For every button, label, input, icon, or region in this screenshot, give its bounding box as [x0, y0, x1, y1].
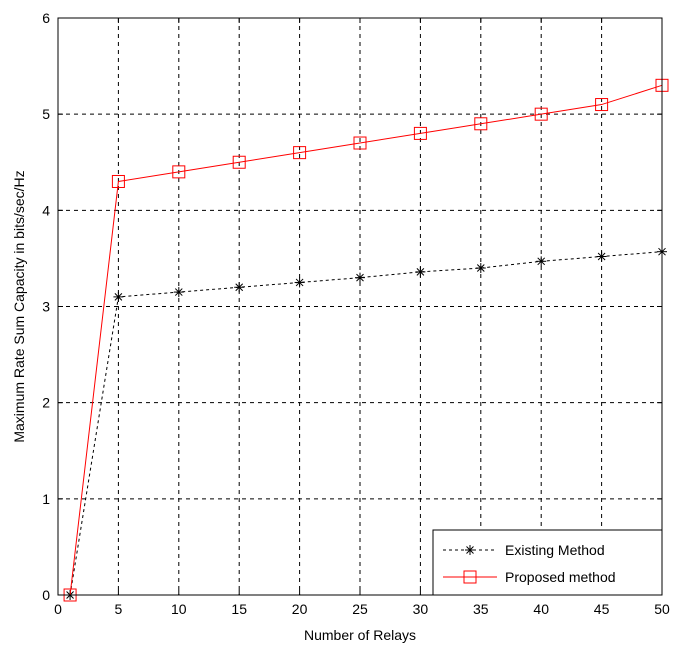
- legend: Existing Method Proposed method: [432, 529, 663, 596]
- data-point: [234, 282, 245, 293]
- x-tick-label: 50: [654, 601, 670, 617]
- data-point: [232, 155, 246, 169]
- series-line: [69, 84, 663, 596]
- data-point: [474, 117, 488, 131]
- x-tick-label: 20: [292, 601, 308, 617]
- data-point: [536, 256, 547, 267]
- x-axis-label: Number of Relays: [304, 627, 416, 643]
- data-point: [113, 291, 124, 302]
- data-point: [294, 277, 305, 288]
- x-tick-label: 0: [54, 601, 62, 617]
- data-point: [355, 272, 365, 283]
- x-tick-label: 10: [171, 601, 187, 617]
- data-point: [353, 136, 367, 150]
- data-point: [415, 266, 426, 277]
- y-tick-label: 3: [42, 299, 50, 315]
- series-2: [63, 78, 669, 602]
- x-tick-label: 35: [473, 601, 489, 617]
- y-tick-label: 1: [42, 491, 50, 507]
- data-point: [172, 165, 186, 179]
- y-tick-label: 0: [42, 587, 50, 603]
- legend-item: Proposed method: [443, 569, 616, 585]
- data-point: [413, 126, 427, 140]
- data-point: [595, 98, 609, 112]
- series-layer: [63, 78, 669, 602]
- y-tick-label: 5: [42, 106, 50, 122]
- legend-label: Proposed method: [505, 569, 616, 585]
- series-line: [69, 251, 663, 596]
- y-tick-label: 2: [42, 395, 50, 411]
- y-tick-label: 4: [42, 202, 50, 218]
- x-tick-label: 25: [352, 601, 368, 617]
- data-point: [596, 251, 607, 262]
- x-tick-label: 40: [533, 601, 549, 617]
- y-axis-label: Maximum Rate Sum Capacity in bits/sec/Hz: [11, 170, 27, 442]
- y-tick-label: 6: [42, 10, 50, 26]
- data-point: [475, 263, 486, 274]
- data-point: [534, 107, 548, 121]
- data-point: [173, 287, 184, 298]
- legend-item: Existing Method: [443, 542, 605, 558]
- legend-label: Existing Method: [505, 542, 605, 558]
- data-point: [293, 146, 307, 160]
- data-point: [111, 174, 125, 188]
- x-tick-label: 15: [231, 601, 247, 617]
- legend-marker: [463, 570, 477, 584]
- legend-marker: [465, 545, 475, 555]
- x-tick-label: 45: [594, 601, 610, 617]
- legend-box: [432, 529, 663, 596]
- x-tick-label: 5: [115, 601, 123, 617]
- x-tick-label: 30: [413, 601, 429, 617]
